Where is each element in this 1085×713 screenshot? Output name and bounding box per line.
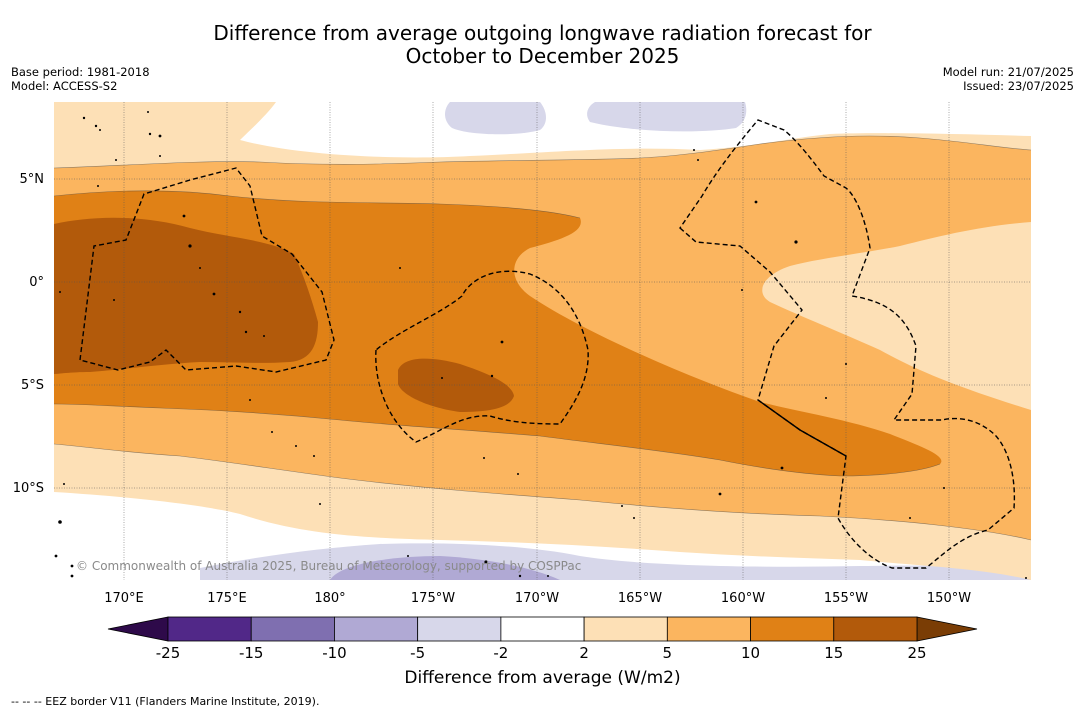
colorbar: -25 -15 -10 -5 -2 2 5 10 15 25	[107, 616, 978, 662]
colorbar-segment-7	[750, 616, 835, 642]
colorbar-tick-label: -15	[239, 644, 264, 662]
lat-label-5n: 5°N	[20, 172, 45, 187]
colorbar-tick-label: 15	[824, 644, 843, 662]
model-name: Model: ACCESS-S2	[11, 79, 118, 93]
lat-label-5s: 5°S	[21, 378, 44, 393]
lon-label-165w: 165°W	[618, 591, 662, 606]
lon-label-175e: 175°E	[207, 591, 247, 606]
graticule	[54, 102, 1031, 580]
title-line-2: October to December 2025	[405, 44, 680, 68]
colorbar-tick-label: -25	[156, 644, 181, 662]
colorbar-tick-label: 10	[741, 644, 760, 662]
colorbar-segment-8	[833, 616, 918, 642]
meta-right: Model run: 21/07/2025 Issued: 23/07/2025	[943, 65, 1074, 93]
islands	[54, 111, 1027, 579]
colorbar-segment-1	[250, 616, 335, 642]
issued-date: Issued: 23/07/2025	[963, 79, 1074, 93]
colorbar-tick-label: -10	[322, 644, 347, 662]
lon-label-155w: 155°W	[824, 591, 868, 606]
eez-borders	[79, 119, 1016, 569]
colorbar-segment-3	[417, 616, 502, 642]
colorbar-under-arrow	[107, 616, 169, 642]
colorbar-tick-label: -5	[410, 644, 425, 662]
colorbar-tick-label: 5	[663, 644, 673, 662]
longitude-labels: 170°E 175°E 180° 175°W 170°W 165°W 160°W…	[104, 591, 971, 606]
colorbar-segment-2	[334, 616, 419, 642]
colorbar-segment-0	[167, 616, 252, 642]
colorbar-tick-label: 2	[579, 644, 589, 662]
base-period: Base period: 1981-2018	[11, 65, 150, 79]
colorbar-label: Difference from average (W/m2)	[404, 668, 681, 688]
band-negative-north-1	[445, 102, 546, 135]
colorbar-tick-label: 25	[907, 644, 926, 662]
forecast-map: © Commonwealth of Australia 2025, Bureau…	[54, 102, 1031, 580]
band-plus-15-west	[54, 217, 318, 374]
colorbar-tick-label: -2	[493, 644, 508, 662]
latitude-labels: 5°N 0° 5°S 10°S	[13, 172, 44, 496]
eez-solid-segment	[757, 399, 847, 457]
band-plus-15-central	[398, 358, 514, 412]
copyright-notice: © Commonwealth of Australia 2025, Bureau…	[76, 559, 581, 573]
lon-label-150w: 150°W	[927, 591, 971, 606]
band-negative-north-2	[587, 102, 747, 132]
contour-lines	[54, 135, 1031, 541]
lon-label-180: 180°	[314, 591, 345, 606]
lat-label-10s: 10°S	[13, 481, 44, 496]
chart-title: Difference from average outgoing longwav…	[0, 22, 1085, 68]
colorbar-over-arrow	[916, 616, 978, 642]
title-line-1: Difference from average outgoing longwav…	[213, 21, 872, 45]
model-run: Model run: 21/07/2025	[942, 65, 1074, 79]
colorbar-segment-6	[666, 616, 751, 642]
colorbar-segment-5	[583, 616, 668, 642]
lon-label-160w: 160°W	[721, 591, 765, 606]
meta-left: Base period: 1981-2018 Model: ACCESS-S2	[11, 65, 150, 93]
eez-footnote: -- -- -- EEZ border V11 (Flanders Marine…	[11, 695, 320, 708]
band-negative-south-core	[330, 556, 560, 580]
lon-label-170e: 170°E	[104, 591, 144, 606]
lon-label-175w: 175°W	[411, 591, 455, 606]
lat-label-0: 0°	[29, 275, 44, 290]
lon-label-170w: 170°W	[515, 591, 559, 606]
colorbar-segment-4	[500, 616, 585, 642]
